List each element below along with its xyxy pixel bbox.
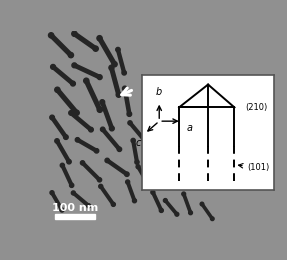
Circle shape	[127, 112, 132, 116]
Circle shape	[151, 190, 155, 194]
Circle shape	[50, 115, 55, 120]
Circle shape	[159, 209, 163, 212]
Circle shape	[72, 31, 77, 36]
Polygon shape	[126, 181, 136, 202]
Polygon shape	[182, 193, 192, 213]
Circle shape	[87, 204, 91, 208]
Polygon shape	[99, 185, 115, 206]
Polygon shape	[81, 161, 101, 181]
Circle shape	[133, 199, 137, 203]
Polygon shape	[51, 65, 75, 86]
Circle shape	[55, 139, 59, 143]
Circle shape	[100, 127, 105, 132]
Circle shape	[69, 110, 73, 115]
Circle shape	[122, 71, 126, 75]
Polygon shape	[109, 67, 121, 95]
Circle shape	[60, 208, 64, 212]
Circle shape	[182, 192, 186, 196]
Circle shape	[125, 172, 129, 177]
Polygon shape	[101, 128, 121, 151]
Circle shape	[189, 211, 193, 215]
Polygon shape	[97, 37, 117, 66]
Circle shape	[163, 199, 167, 202]
Circle shape	[97, 107, 102, 112]
Circle shape	[116, 92, 121, 97]
Polygon shape	[55, 88, 79, 114]
Circle shape	[67, 160, 71, 164]
Text: (210): (210)	[245, 103, 267, 112]
Polygon shape	[131, 140, 139, 162]
Circle shape	[74, 110, 79, 115]
Circle shape	[116, 47, 120, 52]
Polygon shape	[55, 140, 71, 163]
Circle shape	[126, 180, 130, 184]
Circle shape	[49, 33, 54, 38]
Circle shape	[117, 147, 122, 152]
Polygon shape	[136, 166, 150, 185]
Circle shape	[50, 191, 54, 195]
Circle shape	[89, 127, 93, 132]
Circle shape	[69, 183, 74, 187]
Text: a: a	[187, 124, 193, 133]
Polygon shape	[50, 116, 68, 139]
Circle shape	[80, 161, 85, 165]
Circle shape	[128, 121, 132, 125]
Polygon shape	[201, 203, 214, 220]
Polygon shape	[164, 199, 178, 216]
Circle shape	[109, 126, 114, 131]
Circle shape	[136, 165, 140, 169]
Circle shape	[60, 163, 65, 167]
Circle shape	[51, 64, 55, 69]
Circle shape	[100, 100, 105, 105]
Polygon shape	[123, 88, 132, 114]
Polygon shape	[72, 191, 90, 207]
Circle shape	[75, 138, 80, 142]
Polygon shape	[73, 63, 101, 79]
Circle shape	[131, 138, 135, 142]
Polygon shape	[151, 191, 163, 211]
Polygon shape	[61, 165, 73, 186]
Circle shape	[142, 138, 146, 142]
Circle shape	[93, 46, 98, 51]
Circle shape	[68, 53, 73, 58]
Circle shape	[99, 184, 103, 188]
Polygon shape	[49, 34, 73, 57]
Text: b: b	[156, 87, 162, 97]
Circle shape	[72, 63, 77, 68]
Circle shape	[55, 87, 60, 92]
Polygon shape	[76, 138, 98, 153]
Circle shape	[135, 160, 139, 164]
Circle shape	[94, 149, 99, 153]
Polygon shape	[100, 101, 114, 129]
Polygon shape	[106, 159, 128, 176]
Circle shape	[175, 212, 179, 216]
Polygon shape	[128, 121, 146, 141]
Circle shape	[64, 135, 68, 139]
Bar	[55, 214, 95, 219]
Circle shape	[146, 182, 150, 186]
Polygon shape	[84, 80, 102, 111]
Circle shape	[105, 158, 109, 163]
Circle shape	[210, 217, 214, 220]
Text: c: c	[135, 138, 141, 148]
Circle shape	[71, 81, 75, 86]
Polygon shape	[69, 111, 92, 131]
Circle shape	[111, 202, 115, 206]
Text: (101): (101)	[238, 163, 270, 172]
Circle shape	[123, 86, 127, 91]
Circle shape	[112, 62, 117, 67]
Circle shape	[97, 178, 102, 182]
Circle shape	[84, 78, 89, 83]
Polygon shape	[50, 192, 64, 211]
Circle shape	[71, 191, 75, 195]
Circle shape	[109, 65, 114, 70]
Circle shape	[200, 202, 204, 206]
Polygon shape	[116, 49, 126, 73]
Circle shape	[97, 75, 102, 80]
Circle shape	[97, 36, 102, 41]
Polygon shape	[73, 32, 97, 51]
Text: 100 nm: 100 nm	[52, 203, 98, 213]
